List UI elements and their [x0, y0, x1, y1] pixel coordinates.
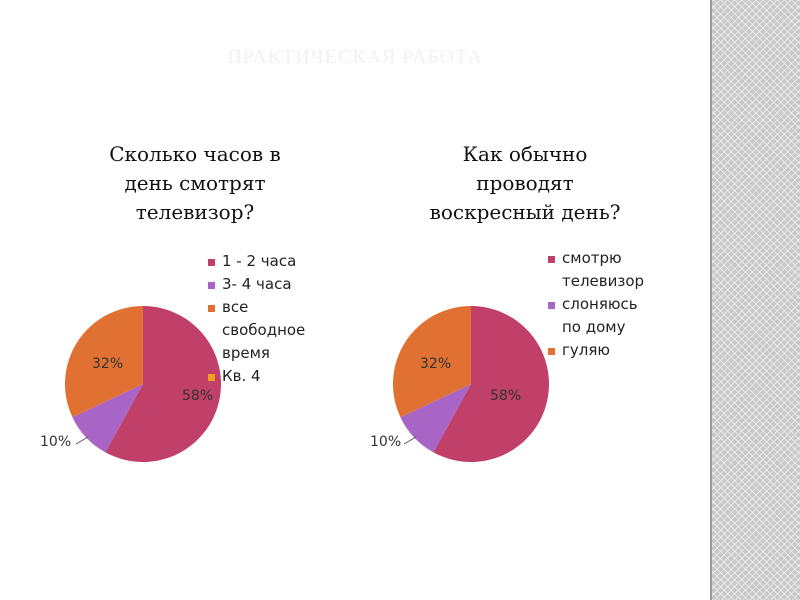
- decorative-side-panel: [712, 0, 800, 600]
- pie-chart-sunday: 58% 10% 32%: [370, 306, 549, 462]
- side-panel-edge: [710, 0, 713, 600]
- legend-swatch: [548, 302, 555, 309]
- pie-slice-1-1: [105, 306, 221, 462]
- data-label-1-1: 58%: [182, 388, 213, 404]
- legend-label: 3- 4 часа: [222, 275, 292, 293]
- legend-item: гуляю: [548, 339, 678, 362]
- legend-item: слоняюсь по дому: [548, 293, 678, 339]
- legend-swatch: [208, 305, 215, 312]
- pie-chart-tv-hours: 58% 10% 32%: [40, 306, 221, 462]
- legend-label: Кв. 4: [222, 367, 261, 385]
- data-label-1-2: 10%: [40, 434, 71, 450]
- legend-swatch: [208, 282, 215, 289]
- legend-swatch: [208, 374, 215, 381]
- chart-2-legend: смотрю телевизор слоняюсь по дому гуляю: [548, 247, 678, 362]
- legend-label: слоняюсь по дому: [562, 295, 638, 336]
- pie-slice-1-2: [72, 384, 143, 453]
- legend-item: все свободное время: [208, 296, 338, 365]
- data-label-2-3: 32%: [420, 356, 451, 372]
- slide-title: ПРАКТИЧЕСКАЯ РАБОТА: [227, 46, 483, 68]
- chart-1-title: Сколько часов в день смотрят телевизор?: [109, 142, 281, 224]
- legend-item: Кв. 4: [208, 365, 338, 388]
- legend-swatch: [548, 348, 555, 355]
- legend-item: 3- 4 часа: [208, 273, 338, 296]
- pie-slice-2-1: [433, 306, 549, 462]
- pie-slice-2-3: [393, 306, 471, 418]
- data-label-2-2: 10%: [370, 434, 401, 450]
- data-label-leader-1: [75, 436, 89, 445]
- data-label-leader-2: [403, 436, 417, 445]
- legend-swatch: [548, 256, 555, 263]
- data-label-2-1: 58%: [490, 388, 521, 404]
- legend-item: смотрю телевизор: [548, 247, 678, 293]
- legend-item: 1 - 2 часа: [208, 250, 338, 273]
- legend-label: смотрю телевизор: [562, 249, 645, 290]
- legend-label: все свободное время: [222, 298, 306, 362]
- pie-slice-1-3: [64, 306, 143, 418]
- legend-label: гуляю: [562, 341, 610, 359]
- chart-1-legend: 1 - 2 часа 3- 4 часа все свободное время Кв…: [208, 250, 338, 388]
- data-label-1-3: 32%: [92, 356, 123, 372]
- pie-slice-2-2: [400, 384, 471, 453]
- legend-swatch: [208, 259, 215, 266]
- chart-2-title: Как обычно проводят воскресный день?: [429, 142, 621, 224]
- legend-label: 1 - 2 часа: [222, 252, 297, 270]
